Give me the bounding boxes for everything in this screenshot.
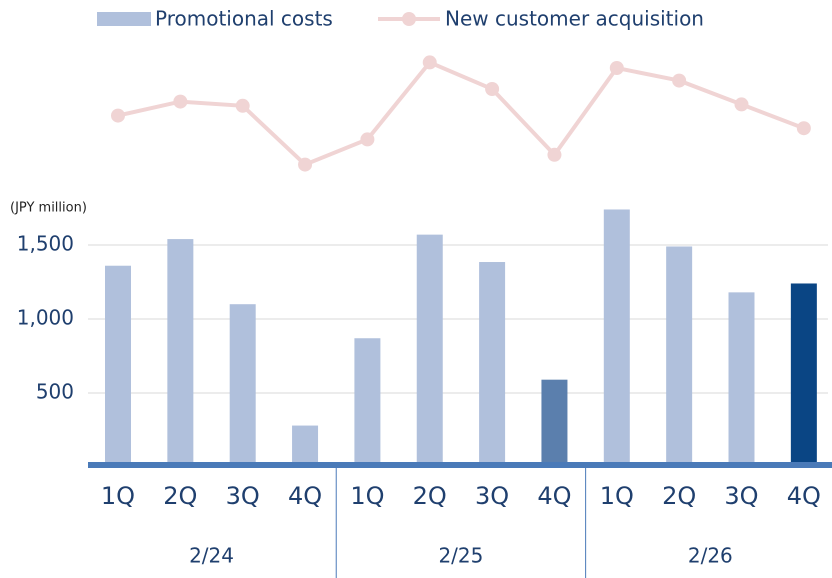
line-marker (111, 108, 125, 123)
line-marker (422, 55, 437, 70)
x-tick-label: 1Q (101, 482, 135, 510)
bar (416, 234, 443, 467)
x-tick-label: 2Q (662, 482, 696, 510)
line-marker (298, 157, 313, 172)
bar (666, 246, 693, 467)
x-tick-label: 2Q (163, 482, 197, 510)
x-tick-label: 3Q (226, 482, 260, 510)
line-marker (796, 121, 811, 136)
legend-swatch (402, 12, 416, 26)
bar (790, 283, 817, 467)
legend-swatch (97, 12, 151, 26)
line-marker (734, 97, 749, 112)
bar (728, 292, 755, 467)
x-tick-label: 3Q (475, 482, 509, 510)
x-tick-label: 1Q (350, 482, 384, 510)
line-marker (173, 94, 188, 109)
line-marker (360, 132, 375, 147)
group-label: 2/26 (688, 544, 733, 568)
bar (292, 425, 319, 467)
line-marker (485, 82, 500, 96)
line-marker (672, 73, 687, 88)
x-tick-label: 2Q (413, 482, 447, 510)
line-marker (609, 61, 624, 75)
y-tick-label: 1,000 (17, 306, 74, 330)
legend-label: New customer acquisition (445, 7, 704, 31)
x-tick-label: 3Q (724, 482, 758, 510)
line-marker (235, 98, 250, 113)
line-marker (547, 147, 562, 162)
y-tick-label: 1,500 (17, 232, 74, 256)
bar (479, 262, 506, 467)
legend-label: Promotional costs (155, 7, 333, 31)
y-tick-label: 500 (36, 380, 74, 404)
x-tick-label: 1Q (600, 482, 634, 510)
bar (603, 209, 630, 468)
bar (354, 338, 381, 467)
bar (541, 379, 568, 467)
line (117, 59, 805, 167)
bar (105, 265, 131, 467)
x-tick-label: 4Q (288, 482, 322, 510)
bar (229, 304, 256, 467)
x-tick-label: 4Q (537, 482, 571, 510)
group-label: 2/24 (189, 544, 234, 568)
x-tick-label: 4Q (787, 482, 821, 510)
group-label: 2/25 (438, 544, 483, 568)
bar (167, 239, 194, 467)
unit-label: (JPY million) (10, 201, 87, 216)
